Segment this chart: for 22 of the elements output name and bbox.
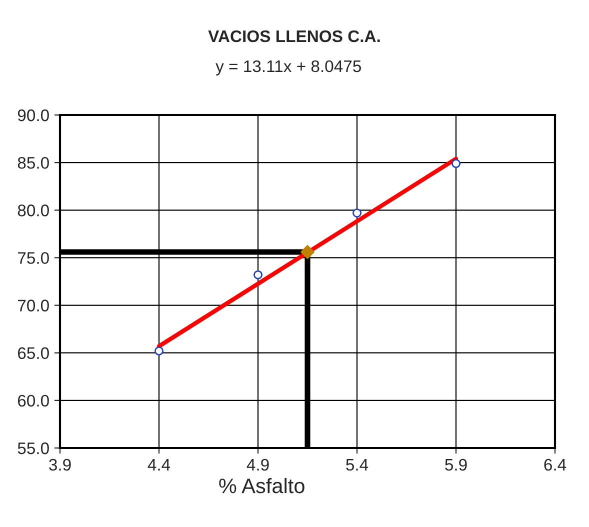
point — [300, 245, 314, 259]
y-tick-label: 75.0 — [18, 252, 49, 264]
point — [254, 270, 262, 280]
x-tick-label: 4.4 — [148, 459, 170, 470]
y-tick-label: 85.0 — [18, 156, 49, 169]
y-tick-label: 90.0 — [18, 109, 49, 122]
chart-title: VACIOS LLENOS C.A. — [208, 30, 380, 42]
x-tick-label: 3.9 — [49, 458, 71, 471]
y-tick-label: 55.0 — [18, 442, 49, 454]
x-tick-label: 6.4 — [544, 458, 566, 471]
x-tick-label: 5.4 — [346, 459, 368, 471]
point — [352, 208, 362, 218]
x-tick-label: 4.9 — [246, 458, 269, 471]
point — [452, 159, 460, 168]
point — [154, 346, 164, 356]
y-tick-label: 60.0 — [18, 394, 49, 407]
chart-subtitle: y = 13.11x + 8.0475 — [216, 60, 361, 76]
y-tick-label: 65.0 — [18, 347, 49, 360]
x-tick-label: 5.9 — [445, 458, 467, 471]
y-tick-label: 70.0 — [18, 300, 49, 312]
x-axis-title: % Asfalto — [219, 478, 304, 494]
y-tick-label: 80.0 — [18, 204, 49, 216]
